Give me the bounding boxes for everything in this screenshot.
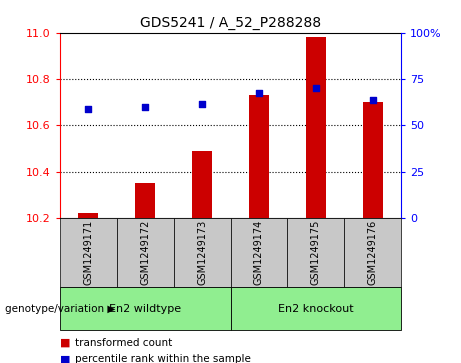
- Text: percentile rank within the sample: percentile rank within the sample: [75, 354, 251, 363]
- Point: [255, 90, 263, 96]
- Point: [312, 85, 319, 91]
- Text: genotype/variation ▶: genotype/variation ▶: [5, 303, 115, 314]
- Bar: [192, 151, 212, 218]
- Text: ■: ■: [60, 338, 71, 348]
- Text: GSM1249176: GSM1249176: [367, 220, 378, 285]
- Point: [85, 106, 92, 112]
- Bar: [78, 213, 98, 218]
- Title: GDS5241 / A_52_P288288: GDS5241 / A_52_P288288: [140, 16, 321, 30]
- Text: En2 knockout: En2 knockout: [278, 303, 354, 314]
- Bar: [306, 37, 326, 218]
- Text: GSM1249175: GSM1249175: [311, 220, 321, 285]
- Text: GSM1249172: GSM1249172: [140, 220, 150, 285]
- Text: ■: ■: [60, 354, 71, 363]
- Text: transformed count: transformed count: [75, 338, 172, 348]
- Text: GSM1249174: GSM1249174: [254, 220, 264, 285]
- Bar: [249, 95, 269, 218]
- Point: [142, 104, 149, 110]
- Bar: [135, 183, 155, 218]
- Bar: [363, 102, 383, 218]
- Point: [198, 102, 206, 107]
- Text: GSM1249173: GSM1249173: [197, 220, 207, 285]
- Text: GSM1249171: GSM1249171: [83, 220, 94, 285]
- Text: En2 wildtype: En2 wildtype: [109, 303, 181, 314]
- Point: [369, 97, 376, 103]
